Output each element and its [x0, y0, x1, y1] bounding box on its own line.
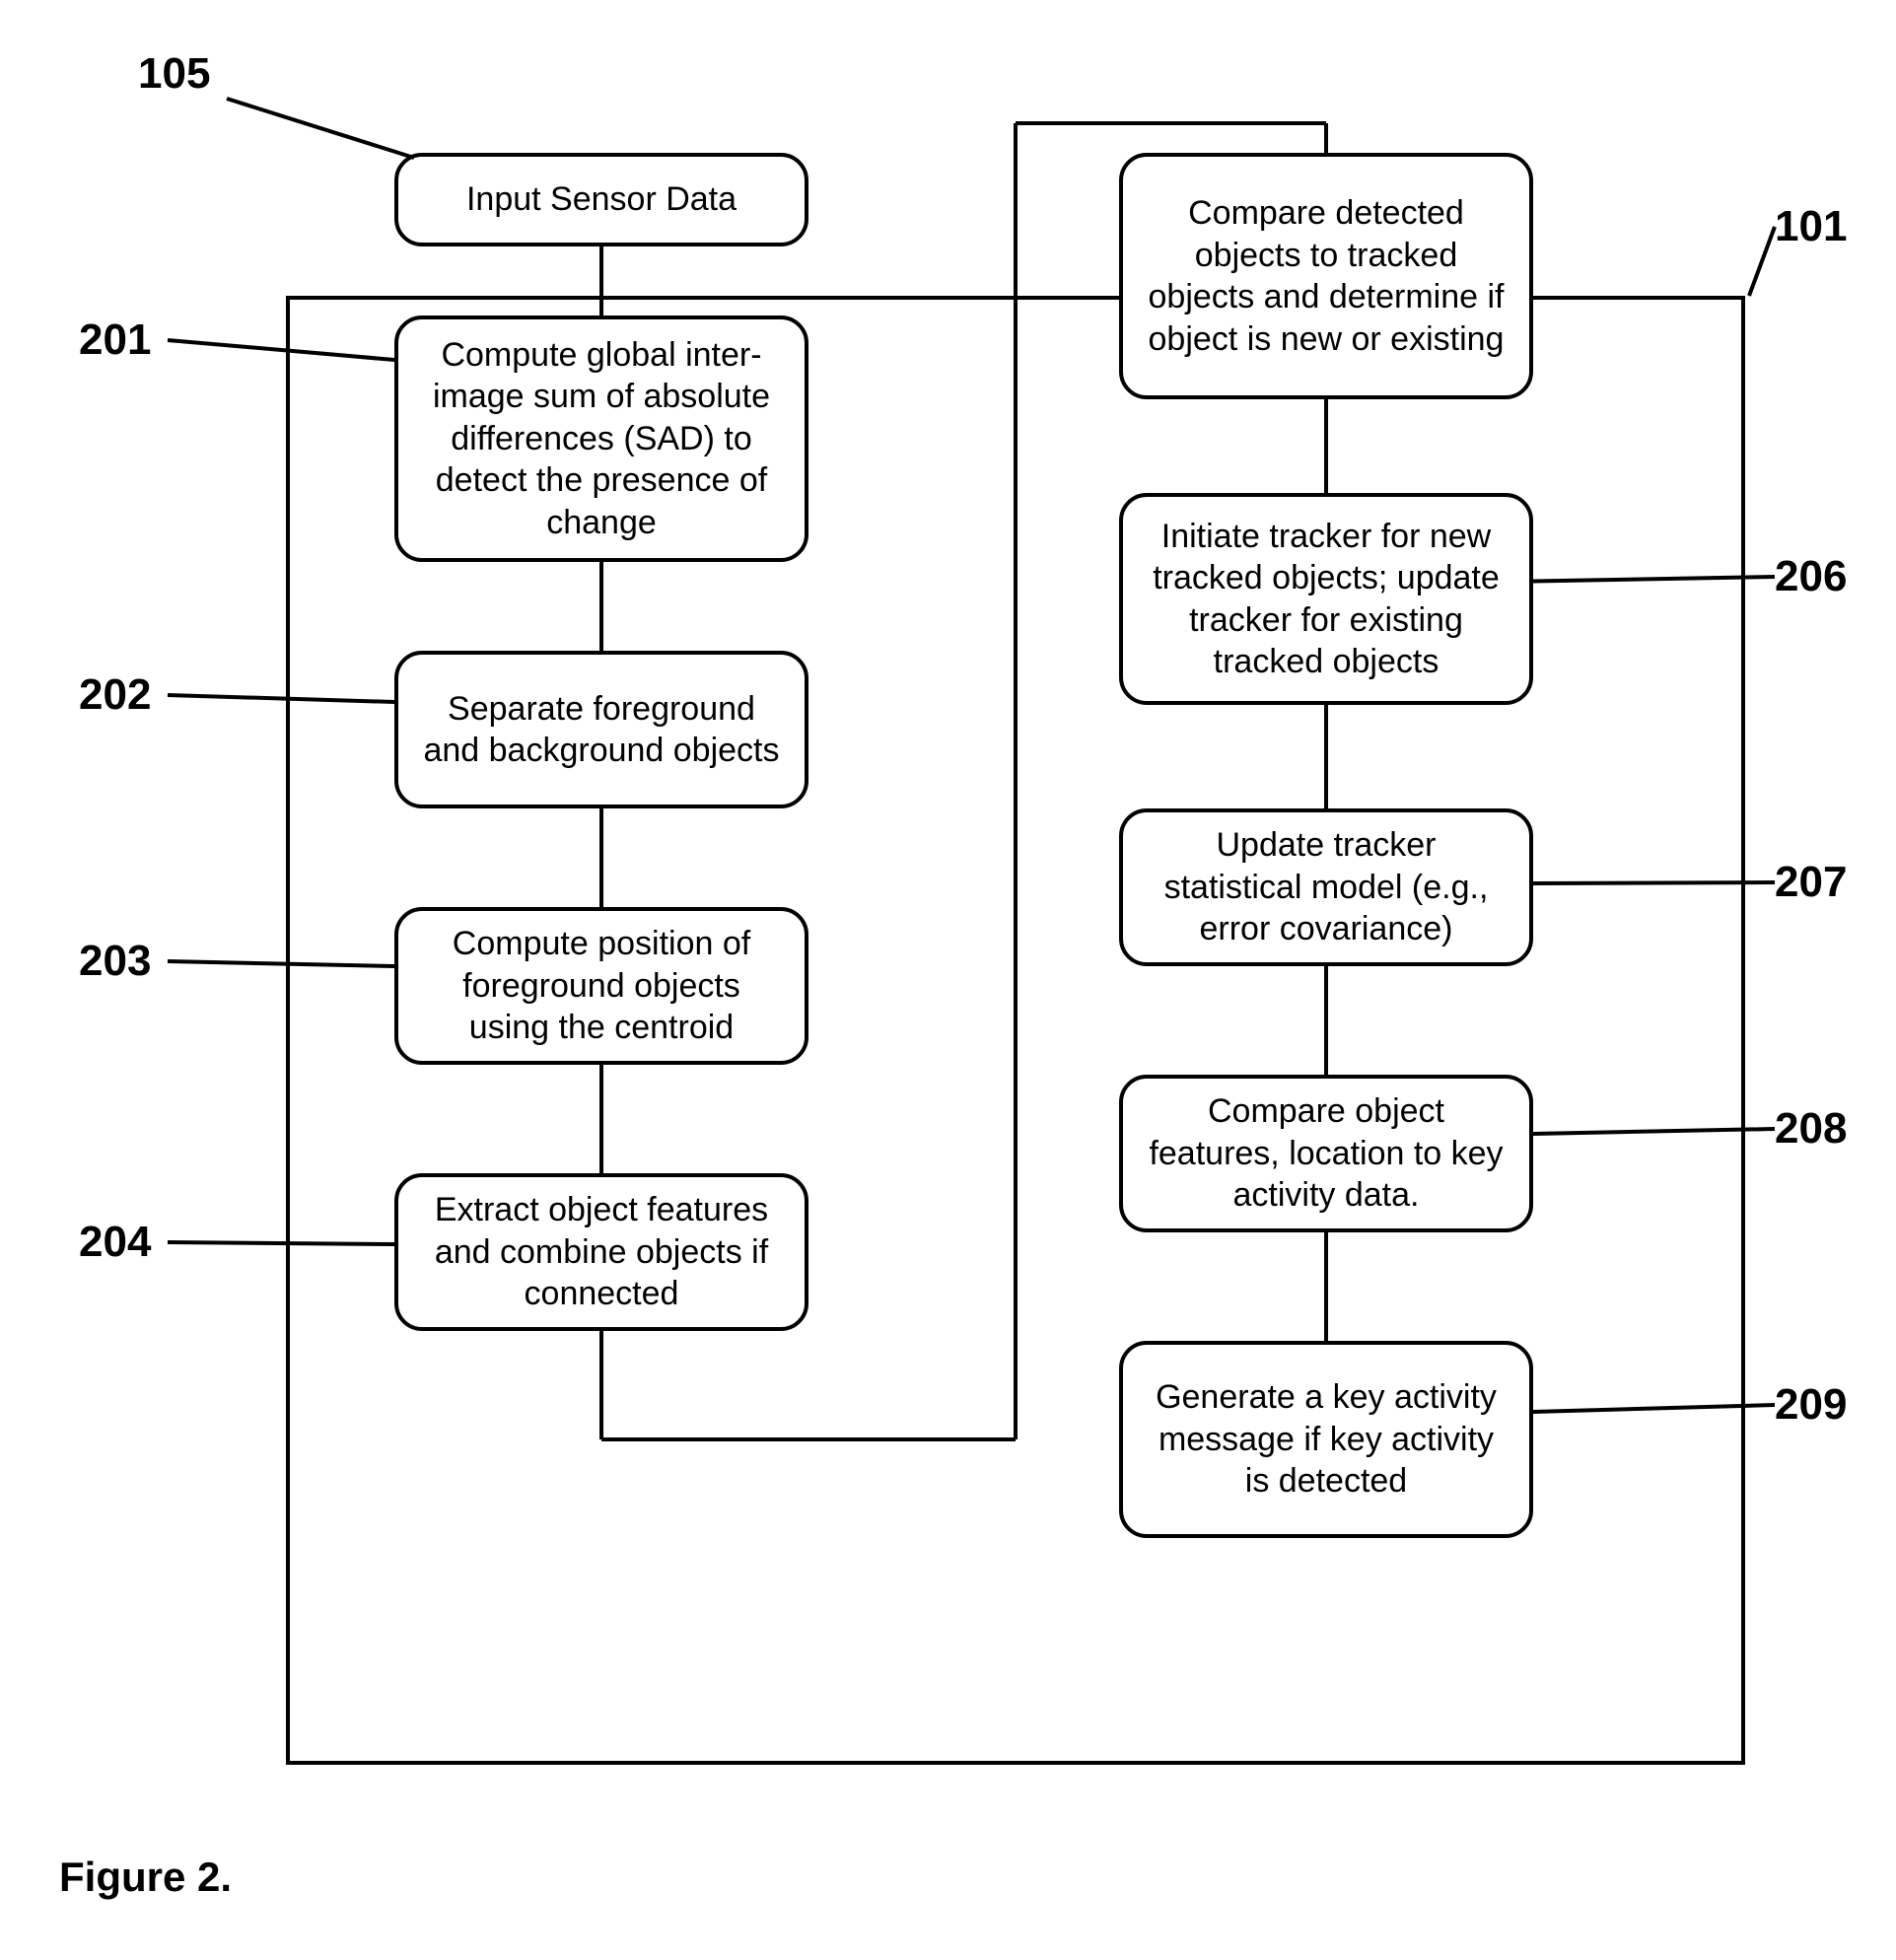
ref-204: 204	[79, 1218, 151, 1267]
node-initiate-tracker: Initiate tracker for new tracked objects…	[1119, 493, 1533, 705]
node-text: Compute position of foreground objects u…	[418, 923, 785, 1049]
node-input-sensor: Input Sensor Data	[394, 153, 808, 246]
node-compare-tracked: Compare detected objects to tracked obje…	[1119, 153, 1533, 399]
ref-207: 207	[1775, 858, 1847, 907]
ref-202: 202	[79, 670, 151, 720]
node-centroid: Compute position of foreground objects u…	[394, 907, 808, 1065]
node-sad: Compute global inter-image sum of absolu…	[394, 315, 808, 562]
node-text: Generate a key activity message if key a…	[1143, 1376, 1510, 1503]
ref-105: 105	[138, 49, 210, 99]
node-text: Update tracker statistical model (e.g., …	[1143, 824, 1510, 950]
node-text: Compute global inter-image sum of absolu…	[418, 334, 785, 544]
diagram-canvas: Input Sensor Data Compute global inter-i…	[0, 0, 1896, 1960]
node-text: Compare object features, location to key…	[1143, 1090, 1510, 1217]
ref-203: 203	[79, 937, 151, 986]
node-text: Extract object features and combine obje…	[418, 1189, 785, 1315]
node-text: Separate foreground and background objec…	[418, 688, 785, 772]
ref-101: 101	[1775, 202, 1847, 251]
node-extract: Extract object features and combine obje…	[394, 1173, 808, 1331]
node-text: Initiate tracker for new tracked objects…	[1143, 516, 1510, 683]
node-text: Compare detected objects to tracked obje…	[1143, 192, 1510, 360]
ref-206: 206	[1775, 552, 1847, 601]
ref-208: 208	[1775, 1104, 1847, 1154]
ref-209: 209	[1775, 1380, 1847, 1430]
node-update-stat: Update tracker statistical model (e.g., …	[1119, 808, 1533, 966]
node-compare-key: Compare object features, location to key…	[1119, 1075, 1533, 1232]
node-separate: Separate foreground and background objec…	[394, 651, 808, 808]
figure-caption: Figure 2.	[59, 1854, 232, 1901]
node-generate-msg: Generate a key activity message if key a…	[1119, 1341, 1533, 1538]
node-text: Input Sensor Data	[466, 178, 737, 221]
ref-201: 201	[79, 315, 151, 365]
